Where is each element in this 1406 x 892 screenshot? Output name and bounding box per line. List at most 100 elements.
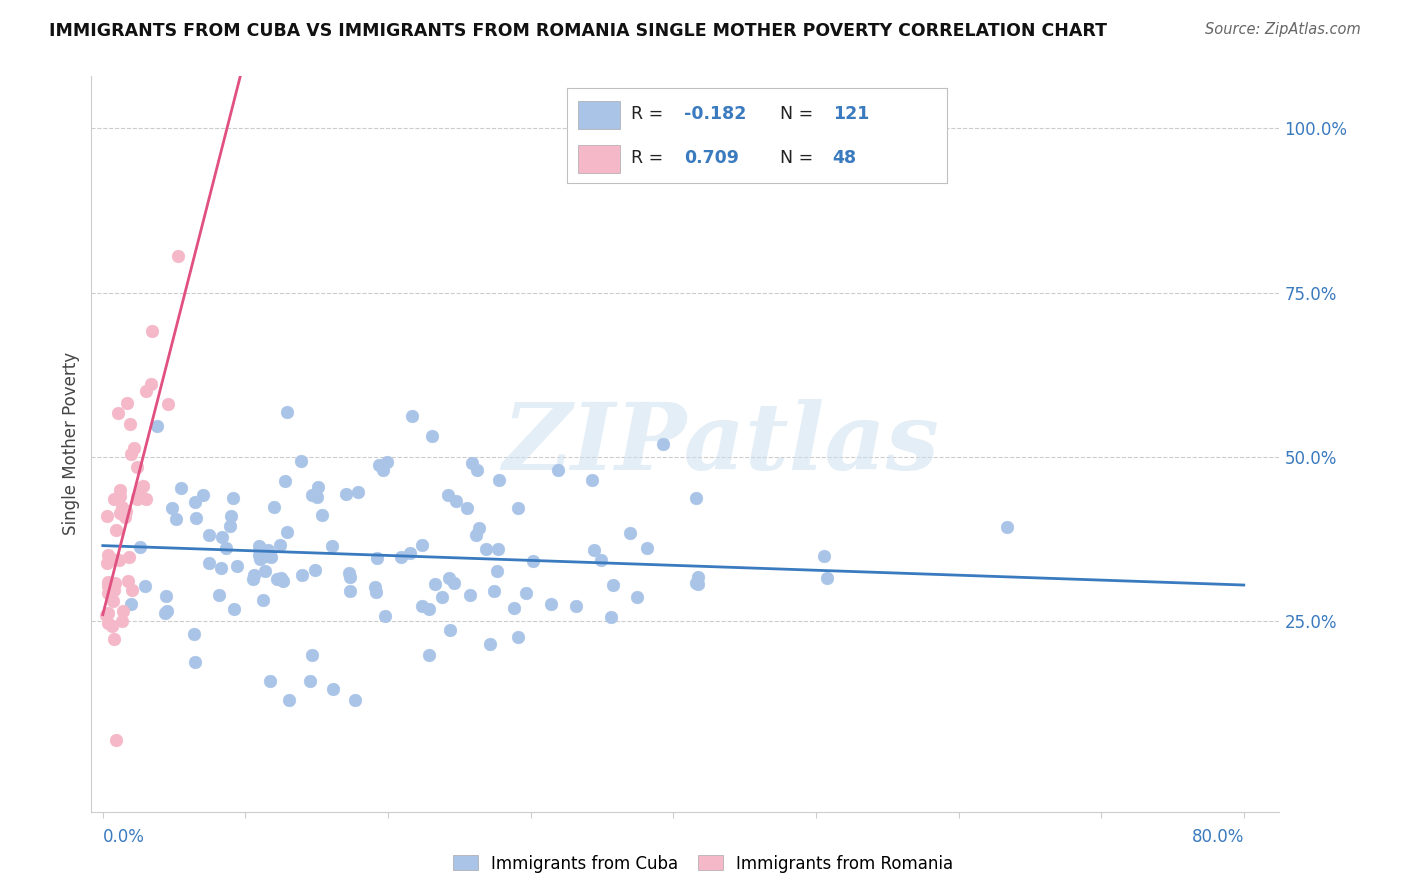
Point <box>101 594 124 608</box>
Point <box>274 474 297 488</box>
Point <box>270 571 292 585</box>
Point <box>339 584 361 599</box>
Point <box>155 589 177 603</box>
Point <box>114 510 136 524</box>
Point <box>301 488 323 502</box>
Point <box>219 519 242 533</box>
Point <box>602 577 624 591</box>
Point <box>468 521 491 535</box>
Point <box>96 556 118 570</box>
Text: Source: ZipAtlas.com: Source: ZipAtlas.com <box>1205 22 1361 37</box>
Text: 80.0%: 80.0% <box>1191 828 1244 847</box>
Point <box>374 608 396 623</box>
Point <box>307 480 329 494</box>
Point <box>815 571 838 585</box>
Point <box>366 584 388 599</box>
Point <box>193 488 215 502</box>
Point <box>686 577 709 591</box>
Point <box>456 500 478 515</box>
Point <box>107 407 129 421</box>
Point <box>418 648 440 663</box>
Point <box>256 549 278 564</box>
Point <box>305 491 328 505</box>
Point <box>156 397 179 411</box>
Point <box>111 615 134 629</box>
Point <box>488 474 510 488</box>
Point <box>97 548 120 562</box>
Point <box>502 601 524 615</box>
Point <box>290 453 312 467</box>
Point <box>165 512 187 526</box>
Point <box>156 604 179 618</box>
Point <box>208 588 231 602</box>
Point <box>515 585 537 599</box>
Point <box>619 525 641 540</box>
Point <box>97 606 120 620</box>
Point <box>461 456 484 470</box>
Point <box>135 384 157 399</box>
Point <box>249 549 271 563</box>
Point <box>475 542 498 557</box>
Point <box>211 530 233 544</box>
Point <box>198 557 221 571</box>
Point <box>170 481 193 495</box>
Point <box>321 539 343 553</box>
Point <box>242 572 264 586</box>
Point <box>506 631 529 645</box>
Point <box>108 506 131 520</box>
Point <box>94 608 117 623</box>
Point <box>437 488 460 502</box>
Point <box>371 463 394 477</box>
Point <box>101 618 124 632</box>
Point <box>105 733 128 747</box>
Point <box>122 441 145 455</box>
Point <box>301 648 323 663</box>
Point <box>104 575 127 590</box>
Point <box>225 559 247 574</box>
Point <box>184 655 207 669</box>
Point <box>444 493 467 508</box>
Y-axis label: Single Mother Poverty: Single Mother Poverty <box>62 352 80 535</box>
Point <box>127 491 149 506</box>
Point <box>118 417 141 432</box>
Point <box>139 376 162 391</box>
Point <box>129 483 152 497</box>
Point <box>522 554 544 568</box>
Point <box>337 566 360 580</box>
Point <box>589 553 612 567</box>
Point <box>311 508 333 522</box>
Point <box>103 583 125 598</box>
Point <box>103 632 125 646</box>
Point <box>160 500 183 515</box>
Point <box>399 546 422 560</box>
Point <box>183 494 205 508</box>
Point <box>346 484 368 499</box>
Point <box>215 541 238 556</box>
Point <box>304 563 326 577</box>
Point <box>117 574 139 588</box>
Point <box>257 542 280 557</box>
Point <box>101 579 124 593</box>
Point <box>111 500 134 514</box>
Point <box>128 541 150 555</box>
Point <box>153 606 176 620</box>
Point <box>118 550 141 565</box>
Point <box>813 549 835 564</box>
Point <box>167 249 190 263</box>
Point <box>263 500 285 515</box>
Legend: Immigrants from Cuba, Immigrants from Romania: Immigrants from Cuba, Immigrants from Ro… <box>446 848 960 880</box>
Point <box>97 575 120 590</box>
Point <box>652 437 675 451</box>
Point <box>995 519 1018 533</box>
Point <box>443 576 465 591</box>
Point <box>367 458 389 472</box>
Point <box>97 586 120 600</box>
Text: IMMIGRANTS FROM CUBA VS IMMIGRANTS FROM ROMANIA SINGLE MOTHER POVERTY CORRELATIO: IMMIGRANTS FROM CUBA VS IMMIGRANTS FROM … <box>49 22 1107 40</box>
Point <box>103 491 125 506</box>
Point <box>242 568 264 582</box>
Point <box>411 599 433 613</box>
Point <box>97 579 120 593</box>
Point <box>322 681 344 696</box>
Point <box>247 539 270 553</box>
Point <box>420 429 443 443</box>
